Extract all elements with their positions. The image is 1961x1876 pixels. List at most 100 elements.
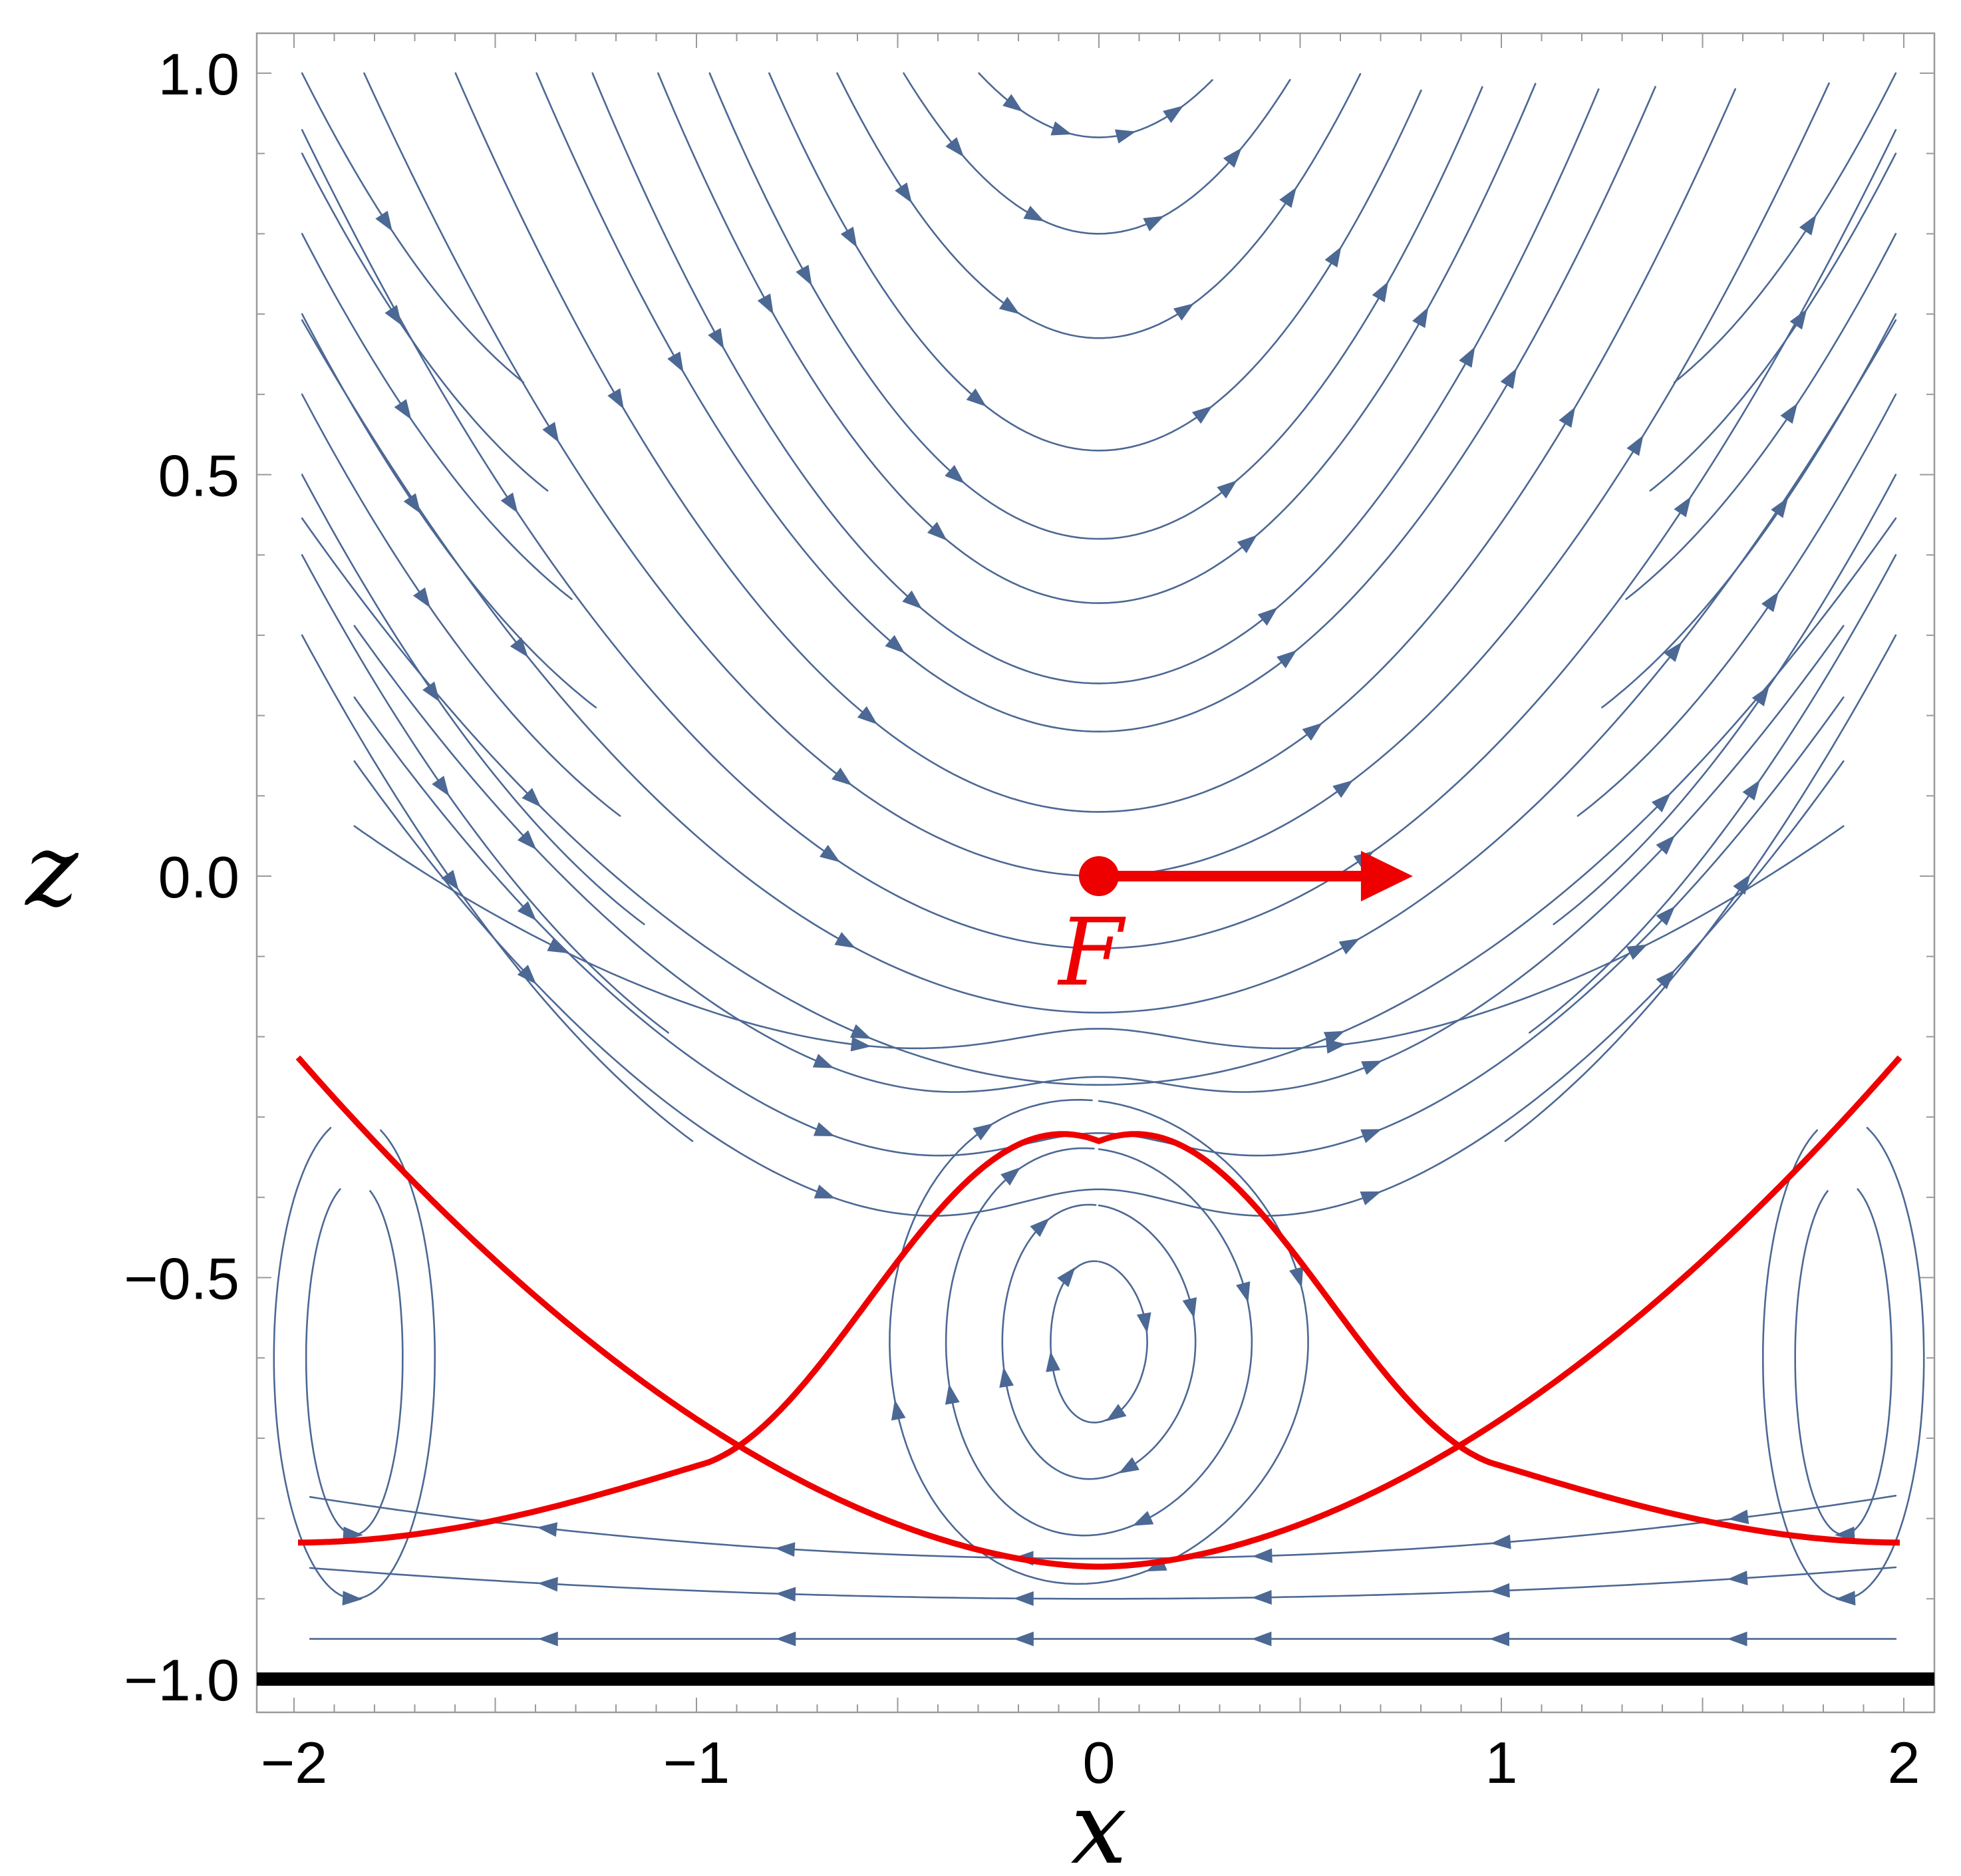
flow-arrow xyxy=(607,388,624,410)
flow-arrow xyxy=(1332,780,1354,798)
streamline xyxy=(1529,553,1897,1034)
flow-arrow xyxy=(1143,216,1165,232)
flow-arrow xyxy=(1489,1583,1510,1598)
flow-arrow xyxy=(1751,685,1769,706)
force-point xyxy=(1079,856,1119,896)
streamline xyxy=(1577,393,1897,817)
flow-arrow xyxy=(973,1123,994,1141)
flow-arrow xyxy=(1302,722,1323,741)
streamline xyxy=(945,1147,1253,1537)
streamline xyxy=(301,393,621,817)
flow-arrow xyxy=(1780,402,1798,424)
flow-arrow xyxy=(1326,1039,1347,1054)
flow-arrow xyxy=(537,1577,558,1592)
flow-arrow xyxy=(432,776,450,796)
flow-arrow xyxy=(1289,1266,1304,1288)
flow-arrow xyxy=(1046,1351,1061,1372)
force-arrow-head xyxy=(1360,851,1413,901)
flow-arrow xyxy=(812,1054,834,1068)
flow-arrow xyxy=(403,493,421,514)
x-tick-label: −1 xyxy=(663,1730,730,1796)
flow-arrow xyxy=(517,965,537,985)
flow-arrow xyxy=(902,590,923,609)
flow-arrow xyxy=(412,587,430,608)
flow-arrow xyxy=(1217,480,1237,499)
flow-arrow xyxy=(1132,1511,1154,1526)
streamline xyxy=(768,72,1422,452)
streamline xyxy=(353,825,1845,1050)
flow-arrow xyxy=(998,297,1020,315)
flow-arrow xyxy=(831,767,852,786)
flow-arrow xyxy=(1626,435,1644,456)
flow-arrow xyxy=(394,398,412,420)
flow-arrow xyxy=(813,1122,835,1136)
flow-arrow xyxy=(1664,641,1682,663)
streamline xyxy=(301,313,597,708)
streamline xyxy=(1001,1203,1197,1480)
z-tick-label: −1.0 xyxy=(124,1647,239,1713)
streamline xyxy=(591,72,1600,685)
streamline xyxy=(1673,72,1897,383)
flow-arrow xyxy=(1279,187,1297,208)
z-tick-label: 0.0 xyxy=(158,844,239,910)
flow-arrow xyxy=(1013,1631,1034,1646)
flow-arrow xyxy=(1656,835,1676,855)
flow-arrow xyxy=(1361,1060,1383,1075)
flow-arrow xyxy=(1651,793,1671,813)
streamline xyxy=(1601,313,1897,708)
flow-arrow xyxy=(1626,944,1648,960)
separatrix-curves xyxy=(295,1055,1902,1570)
flow-arrow xyxy=(1360,1191,1382,1205)
flow-arrow xyxy=(850,1024,871,1039)
flow-arrow xyxy=(1030,1217,1050,1237)
flow-arrow xyxy=(1459,347,1475,368)
flow-arrow xyxy=(1013,1591,1034,1606)
flow-arrow xyxy=(1000,1167,1021,1186)
streamline xyxy=(1649,152,1897,492)
flow-arrow xyxy=(1192,406,1213,424)
flow-arrow xyxy=(757,293,774,315)
flow-arrow xyxy=(1002,94,1023,112)
streamline xyxy=(708,72,1483,540)
flow-arrow xyxy=(1500,368,1517,389)
wall-line xyxy=(257,1672,1934,1686)
flow-arrow xyxy=(1489,1631,1509,1646)
x-axis-title: x xyxy=(1071,1771,1128,1876)
streamline xyxy=(353,625,1845,1093)
flow-arrow xyxy=(1257,607,1278,626)
flow-arrow xyxy=(796,264,812,286)
streamline xyxy=(301,319,1897,1014)
point-force: F xyxy=(1056,851,1413,1007)
flow-arrow xyxy=(1163,105,1184,123)
flow-arrow xyxy=(542,422,559,443)
flow-arrow xyxy=(1338,938,1360,955)
flow-arrow xyxy=(1182,1297,1197,1319)
separatrix-valley xyxy=(295,1055,1902,1570)
flow-arrow xyxy=(1114,129,1136,144)
flow-arrow xyxy=(840,226,857,248)
flow-arrow xyxy=(857,706,878,724)
flow-arrow xyxy=(1789,309,1807,330)
flow-arrow xyxy=(522,788,541,808)
streamline xyxy=(301,517,1897,1086)
flow-arrow xyxy=(834,932,856,949)
flow-arrow xyxy=(814,1184,835,1199)
streamline xyxy=(836,72,1362,339)
flow-arrow xyxy=(342,1591,363,1606)
flow-arrow xyxy=(1106,1404,1127,1422)
flow-arrow xyxy=(1656,906,1676,926)
flow-arrow xyxy=(1728,1509,1749,1525)
flow-arrow xyxy=(1559,406,1576,428)
flow-arrow xyxy=(885,635,905,654)
flow-arrow xyxy=(1674,496,1692,518)
flow-arrow xyxy=(1799,214,1817,235)
flow-arrow xyxy=(945,464,965,484)
flow-arrow xyxy=(945,137,965,158)
flow-arrow xyxy=(999,1366,1014,1388)
streamline xyxy=(353,760,1845,1217)
flow-arrow xyxy=(1251,1631,1272,1646)
flow-arrow xyxy=(1057,1267,1076,1287)
streamline xyxy=(535,72,1656,733)
streamline xyxy=(301,233,573,600)
flow-arrow xyxy=(1251,1590,1272,1605)
